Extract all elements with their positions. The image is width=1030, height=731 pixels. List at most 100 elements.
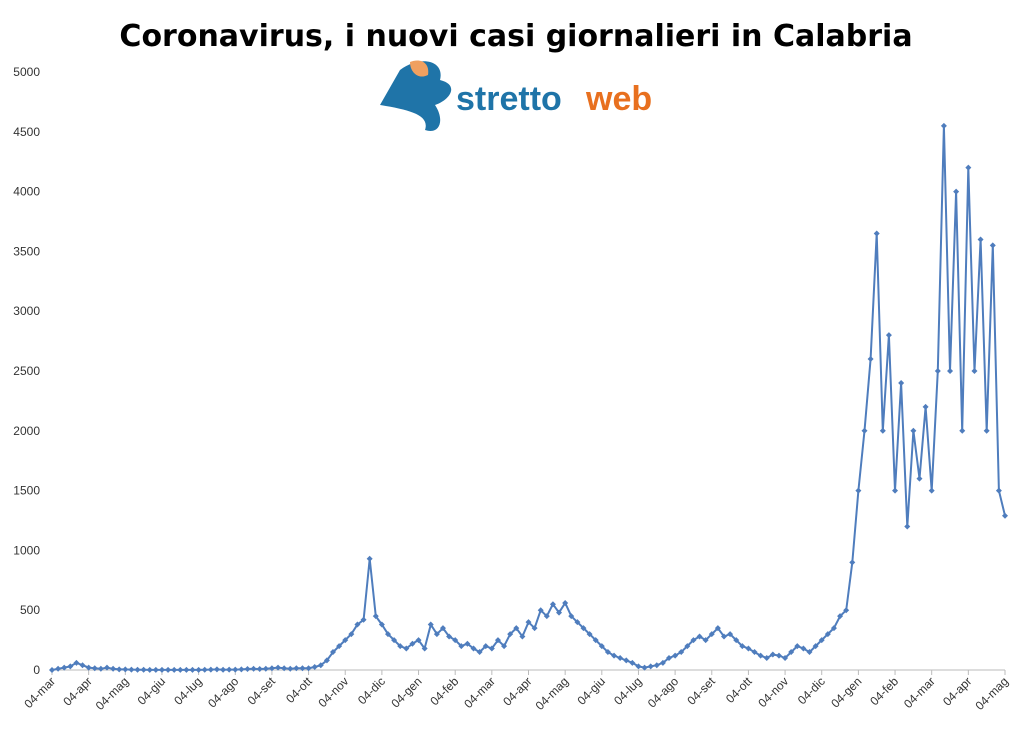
point (513, 625, 520, 632)
point (879, 427, 886, 434)
x-tick-label: 04-set (684, 674, 718, 708)
point (556, 609, 563, 616)
point (678, 649, 685, 656)
point (91, 665, 98, 672)
point (360, 616, 367, 623)
point (103, 664, 110, 671)
chart-title: Coronavirus, i nuovi casi giornalieri in… (119, 19, 912, 54)
point (684, 643, 691, 650)
point (965, 164, 972, 171)
logo-text: web (585, 80, 652, 118)
point (892, 487, 899, 494)
point (372, 613, 379, 620)
point (977, 236, 984, 243)
x-tick-label: 04-lug (171, 674, 204, 707)
x-tick-label: 04-mar (461, 674, 498, 711)
point (85, 664, 92, 671)
point (922, 403, 929, 410)
point (305, 665, 312, 672)
point (867, 356, 874, 363)
point (476, 649, 483, 656)
point (446, 633, 453, 640)
point (268, 665, 275, 672)
point (757, 652, 764, 659)
point (953, 188, 960, 195)
point (397, 643, 404, 650)
point (232, 666, 239, 673)
point (641, 664, 648, 671)
point (782, 655, 789, 662)
point (739, 643, 746, 650)
point (873, 230, 880, 237)
point (672, 652, 679, 659)
point (769, 651, 776, 658)
y-tick-label: 4500 (13, 125, 40, 139)
point (647, 663, 654, 670)
point (220, 666, 227, 673)
point (158, 666, 165, 673)
point (116, 666, 123, 673)
point (916, 475, 923, 482)
point (702, 637, 709, 644)
point (207, 666, 214, 673)
y-tick-label: 0 (33, 663, 40, 677)
x-tick-label: 04-set (245, 674, 279, 708)
point (818, 637, 825, 644)
point (885, 332, 892, 339)
point (110, 665, 117, 672)
point (494, 637, 501, 644)
point (794, 643, 801, 650)
point (195, 666, 202, 673)
point (128, 666, 135, 673)
point (488, 645, 495, 652)
x-tick-label: 04-ott (283, 674, 315, 706)
y-tick-label: 4000 (13, 185, 40, 199)
point (470, 645, 477, 652)
point (666, 655, 673, 662)
logo-icon (410, 60, 429, 77)
point (708, 631, 715, 638)
point (989, 242, 996, 249)
point (501, 643, 508, 650)
point (427, 621, 434, 628)
point (458, 643, 465, 650)
point (213, 666, 220, 673)
point (1002, 512, 1008, 519)
point (806, 649, 813, 656)
y-tick-label: 2500 (13, 364, 40, 378)
point (391, 637, 398, 644)
point (311, 664, 318, 671)
point (61, 664, 68, 671)
point (49, 667, 55, 673)
point (800, 645, 807, 652)
logo: stretto web (380, 60, 652, 131)
point (415, 637, 422, 644)
point (617, 655, 624, 662)
x-tick-label: 04-feb (427, 674, 461, 708)
point (299, 665, 306, 672)
point (983, 427, 990, 434)
point (751, 649, 758, 656)
x-tick-label: 04-ago (645, 674, 682, 711)
point (122, 666, 129, 673)
point (256, 666, 263, 673)
series-line (51, 125, 1006, 671)
point (995, 487, 1002, 494)
point (574, 619, 581, 626)
point (568, 613, 575, 620)
point (733, 637, 740, 644)
point (659, 659, 666, 666)
point (586, 631, 593, 638)
x-tick-label: 04-giu (574, 674, 607, 707)
point (653, 662, 660, 669)
point (281, 665, 288, 672)
point (696, 633, 703, 640)
point (690, 637, 697, 644)
point (409, 640, 416, 647)
x-tick-label: 04-mag (93, 674, 132, 713)
x-tick-label: 04-nov (755, 674, 791, 710)
point (855, 487, 862, 494)
x-tick-label: 04-apr (940, 674, 974, 708)
point (898, 379, 905, 386)
